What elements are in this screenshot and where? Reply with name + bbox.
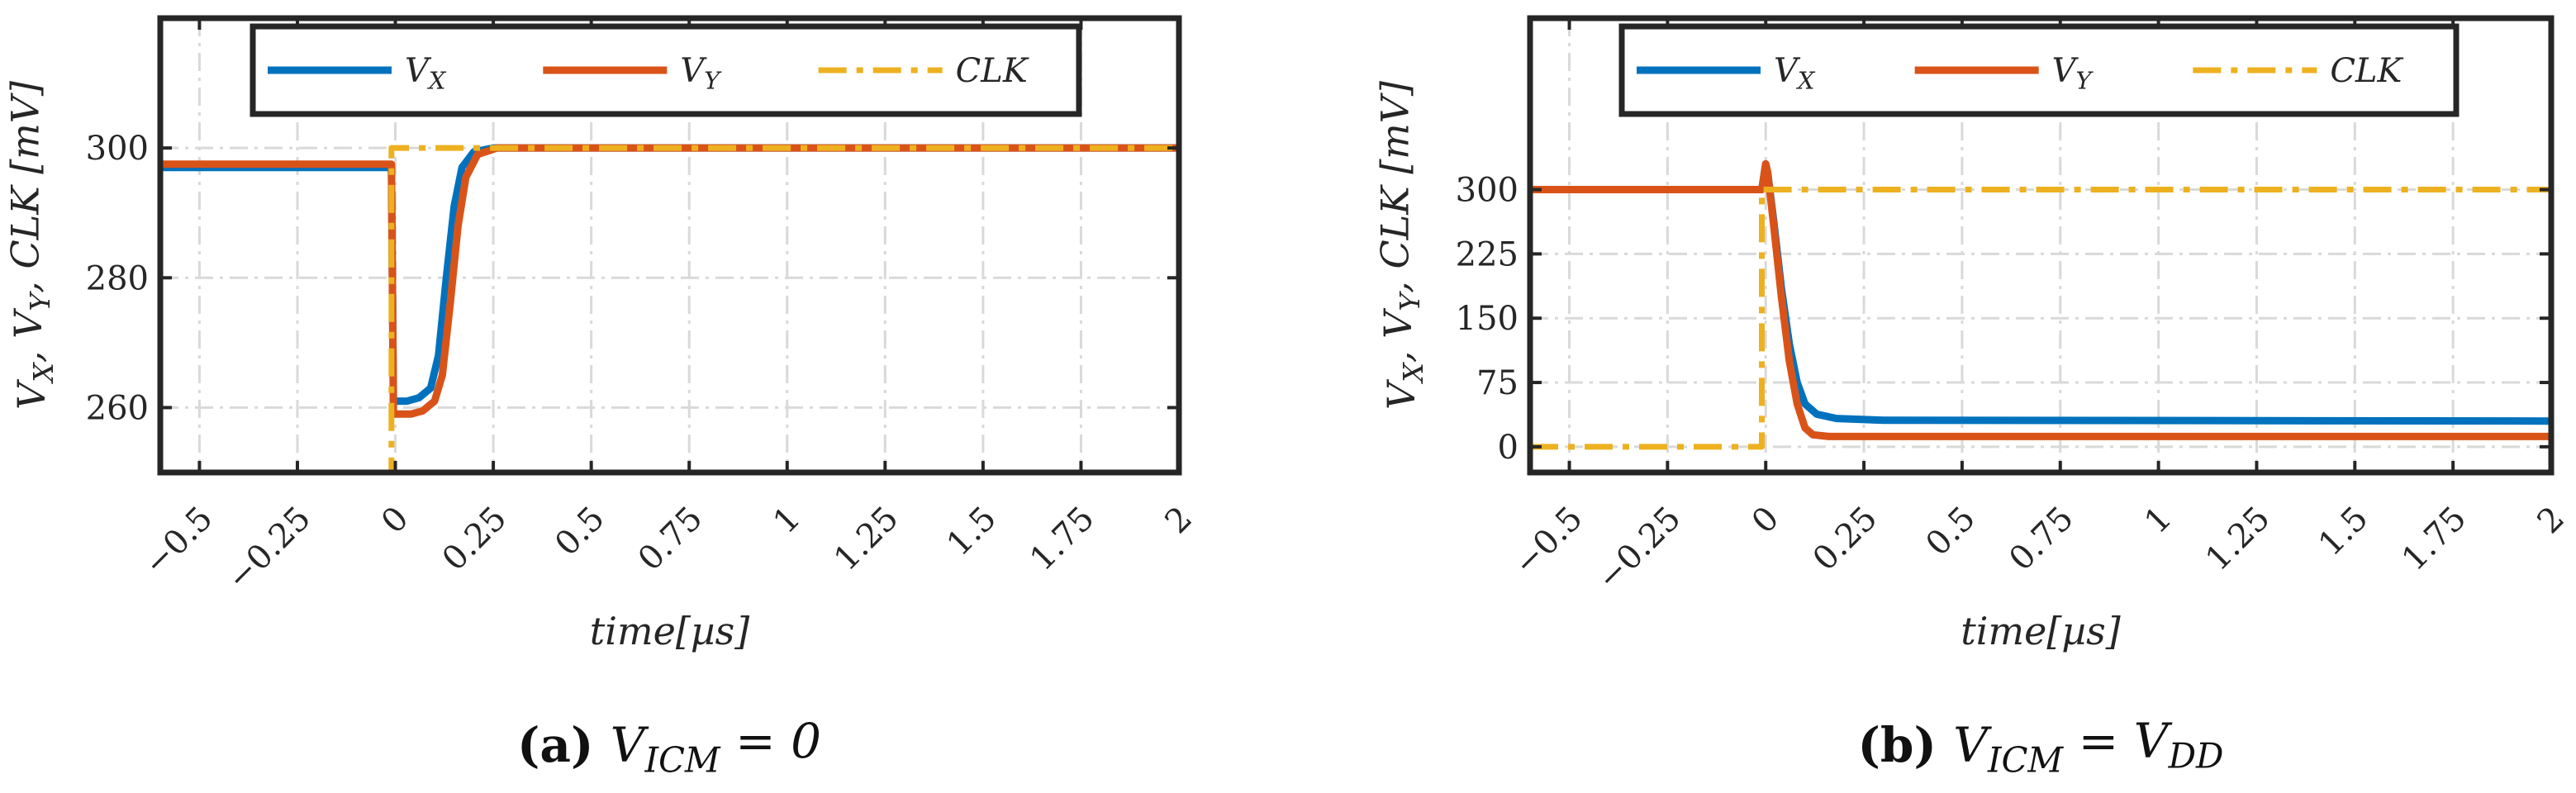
panel-caption: (b) VICM = VDD xyxy=(1857,713,2223,780)
x-tick-label: 1.75 xyxy=(1023,500,1102,579)
legend-box xyxy=(1618,23,2460,117)
y-tick-label: 300 xyxy=(1456,172,1519,210)
x-tick-label: 0.5 xyxy=(1918,500,1983,564)
series-line-clk xyxy=(160,145,1179,472)
x-tick-label: 1 xyxy=(2137,500,2179,542)
chart-panel-b: −0.5 −0.25 0 0.25 0.5 0.75 1 1.25 1.5 1.75 2 0 75 150… xyxy=(1372,15,2573,781)
y-tick-label: 300 xyxy=(86,130,149,168)
x-tick-label: 0.75 xyxy=(631,500,711,579)
axes-box xyxy=(1527,15,2555,476)
series-line-vx xyxy=(160,144,1179,406)
x-tick-label: −0.25 xyxy=(220,500,318,598)
x-tick-label: 1 xyxy=(766,500,808,542)
x-tick-label: 2 xyxy=(2531,500,2573,542)
x-axis-label: time[µs] xyxy=(590,609,749,653)
x-tick-label: 1.25 xyxy=(2198,500,2278,579)
x-tick-label: 1.75 xyxy=(2395,500,2474,579)
chart-panel-a: −0.5 −0.25 0 0.25 0.5 0.75 1 1.25 1.5 1.75 2 260 280… xyxy=(2,15,1200,781)
panel-caption: (a) VICM = 0 xyxy=(517,713,821,780)
y-tick-label: 280 xyxy=(86,259,149,297)
x-tick-label: −0.5 xyxy=(1506,500,1590,583)
x-tick-label: 1.5 xyxy=(939,500,1004,564)
legend-label-vy: VY xyxy=(2052,52,2094,95)
axes-box xyxy=(157,15,1182,476)
x-tick-label: 0.75 xyxy=(2002,500,2081,579)
x-tick-label: 1.5 xyxy=(2312,500,2376,564)
x-tick-label: 0.25 xyxy=(435,500,515,579)
y-axis-label: VX, VY, CLK [mV] xyxy=(2,81,59,410)
y-tick-label: 75 xyxy=(1476,364,1519,402)
x-tick-label: 1.25 xyxy=(827,500,906,579)
x-tick-label: 0 xyxy=(1745,500,1787,542)
legend-label-clk: CLK xyxy=(2330,52,2403,90)
y-tick-label: 225 xyxy=(1456,235,1519,273)
legend-label-clk: CLK xyxy=(956,52,1029,90)
legend: VX VY CLK xyxy=(250,23,1082,117)
series-line-vy xyxy=(160,144,1179,418)
legend-label-vx: VX xyxy=(405,52,447,95)
x-axis-label: time[µs] xyxy=(1961,609,2120,653)
x-tick-label: −0.25 xyxy=(1590,500,1688,598)
legend-label-vx: VX xyxy=(1774,52,1816,95)
y-tick-label: 150 xyxy=(1456,300,1519,338)
legend: VX VY CLK xyxy=(1618,23,2460,117)
y-tick-label: 260 xyxy=(86,389,149,427)
y-axis-label: VX, VY, CLK [mV] xyxy=(1372,81,1429,410)
series-line-vy xyxy=(1530,159,2551,440)
x-tick-label: 0 xyxy=(374,500,416,542)
x-tick-label: 0.5 xyxy=(548,500,612,564)
y-tick-label: 0 xyxy=(1498,429,1519,467)
x-tick-label: 0.25 xyxy=(1806,500,1885,579)
legend-label-vy: VY xyxy=(680,52,722,95)
x-tick-label: 2 xyxy=(1158,500,1200,542)
x-tick-label: −0.5 xyxy=(136,500,220,583)
